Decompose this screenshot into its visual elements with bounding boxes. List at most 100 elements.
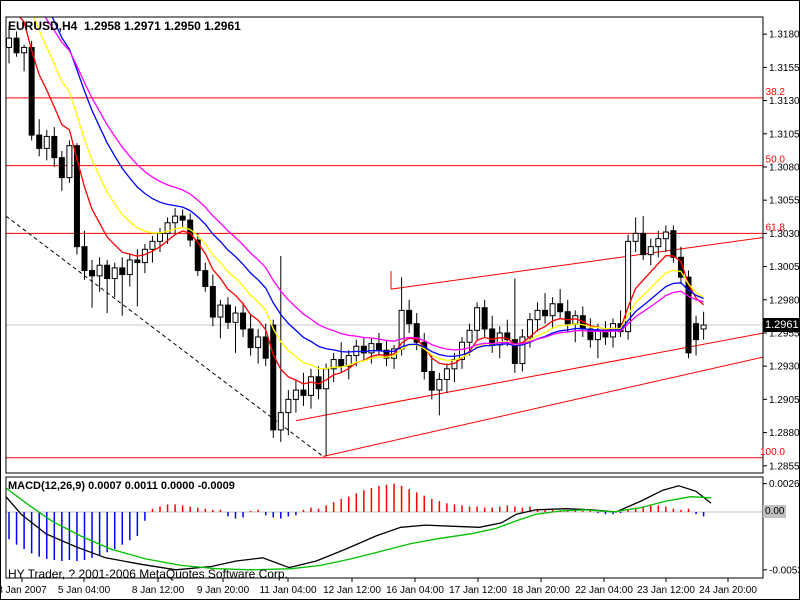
candle-body bbox=[368, 343, 375, 354]
candle-body bbox=[36, 134, 43, 149]
candle-body bbox=[270, 324, 277, 431]
candle-body bbox=[338, 359, 345, 367]
candle-body bbox=[360, 345, 367, 354]
time-axis-label: 24 Jan 20:00 bbox=[699, 585, 757, 596]
time-axis[interactable]: 3 Jan 2007 5 Jan 04:00 8 Jan 12:00 9 Jan 20… bbox=[1, 578, 757, 596]
candle-body bbox=[240, 312, 247, 330]
candle-body bbox=[232, 312, 239, 323]
candle-body bbox=[149, 240, 156, 250]
candle-body bbox=[43, 135, 50, 149]
macd-current-value-badge: 0.00 bbox=[763, 505, 787, 518]
candle-body bbox=[194, 239, 201, 272]
candle-body bbox=[625, 240, 632, 333]
candle-body bbox=[308, 376, 314, 396]
time-axis-label: 17 Jan 12:00 bbox=[449, 585, 507, 596]
watermark-text: HY Trader, ? 2001-2006 MetaQuotes Softwa… bbox=[8, 567, 288, 581]
candle-body bbox=[255, 336, 262, 349]
candle-body bbox=[277, 412, 284, 431]
macd-histogram bbox=[8, 483, 705, 562]
main-pane bbox=[6, 17, 763, 459]
price-axis[interactable]: 1.3180 1.3155 1.3130 1.3105 1.3080 1.3055 1.30… bbox=[763, 30, 800, 473]
fib-levels bbox=[6, 97, 763, 459]
candle-body bbox=[345, 355, 352, 367]
candle-body bbox=[126, 259, 133, 276]
time-axis-label: 3 Jan 2007 bbox=[1, 585, 47, 596]
candle-body bbox=[549, 303, 556, 317]
candle-body bbox=[262, 336, 269, 359]
candle-body bbox=[247, 328, 254, 349]
price-axis-label: 1.2930 bbox=[769, 362, 800, 373]
time-axis-label: 22 Jan 04:00 bbox=[575, 585, 633, 596]
price-axis-label: 1.3030 bbox=[769, 229, 800, 240]
candle-body bbox=[157, 232, 163, 242]
candle-body bbox=[13, 37, 20, 54]
candle-body bbox=[406, 309, 413, 325]
price-axis-label: 1.3130 bbox=[769, 96, 800, 107]
macd-axis-label: -0.0053 bbox=[769, 565, 800, 576]
candle-body bbox=[655, 238, 662, 248]
candle-body bbox=[164, 222, 171, 234]
candle-body bbox=[526, 319, 533, 338]
candle-body bbox=[511, 339, 518, 365]
candle-body bbox=[119, 267, 126, 276]
channel-lower bbox=[322, 356, 763, 457]
candle-body bbox=[474, 307, 481, 331]
candle-body bbox=[564, 311, 571, 325]
price-axis-label: 1.3180 bbox=[769, 30, 800, 41]
current-price-badge: 1.2961 bbox=[763, 318, 799, 332]
candle-body bbox=[224, 304, 231, 323]
fib-level-label: 38.2 bbox=[766, 87, 786, 98]
price-axis-label: 1.2855 bbox=[769, 461, 800, 472]
price-axis-label: 1.3080 bbox=[769, 162, 800, 173]
time-axis-label: 18 Jan 20:00 bbox=[512, 585, 570, 596]
candle-body bbox=[413, 323, 420, 343]
candle-body bbox=[66, 145, 73, 179]
candle-body bbox=[104, 264, 111, 280]
time-axis-label: 9 Jan 20:00 bbox=[197, 585, 250, 596]
candle-body bbox=[421, 341, 428, 372]
price-axis-label: 1.2955 bbox=[769, 328, 800, 339]
price-axis-label: 1.3155 bbox=[769, 63, 800, 74]
ema-fast-line bbox=[18, 17, 705, 385]
candle-body bbox=[209, 285, 216, 318]
candle-body bbox=[670, 230, 677, 258]
candle-body bbox=[685, 276, 692, 354]
price-axis-label: 1.3005 bbox=[769, 262, 800, 273]
fib-level-label: 61.8 bbox=[766, 222, 786, 233]
time-axis-label: 16 Jan 04:00 bbox=[386, 585, 444, 596]
candle-body bbox=[383, 349, 390, 359]
macd-pane-border bbox=[5, 476, 764, 579]
candle-body bbox=[285, 398, 292, 414]
candle-body bbox=[6, 37, 12, 48]
candle-body bbox=[534, 309, 541, 321]
fib-level-label: 50.0 bbox=[766, 155, 786, 166]
candle-body bbox=[640, 232, 647, 256]
macd-axis[interactable]: 0.0026 -0.0053 bbox=[763, 479, 800, 576]
candle-body bbox=[217, 304, 224, 318]
candle-body bbox=[459, 341, 465, 361]
candle-body bbox=[89, 270, 96, 277]
candle-body bbox=[58, 157, 65, 179]
descending-trendline bbox=[6, 215, 324, 457]
macd-signal-line bbox=[6, 487, 712, 571]
candle-body bbox=[662, 231, 669, 240]
candle-body bbox=[587, 328, 594, 341]
candle-body bbox=[134, 259, 141, 264]
macd-indicator-label: MACD(12,26,9) 0.0007 0.0011 0.0000 -0.00… bbox=[8, 480, 235, 492]
ema-mid-line bbox=[33, 17, 704, 370]
channel-upper bbox=[390, 236, 763, 290]
candle-body bbox=[28, 46, 35, 136]
macd-pane bbox=[6, 483, 763, 571]
price-axis-label: 1.3105 bbox=[769, 129, 800, 140]
macd-axis-label: 0.0026 bbox=[769, 479, 800, 490]
ema-slow-line bbox=[51, 17, 704, 358]
candle-body bbox=[81, 246, 88, 272]
candle-body bbox=[489, 328, 496, 346]
candle-body bbox=[647, 246, 654, 256]
candle-body bbox=[300, 389, 307, 396]
candle-body bbox=[504, 332, 511, 341]
time-axis-label: 12 Jan 12:00 bbox=[323, 585, 381, 596]
candle-body bbox=[179, 215, 186, 221]
